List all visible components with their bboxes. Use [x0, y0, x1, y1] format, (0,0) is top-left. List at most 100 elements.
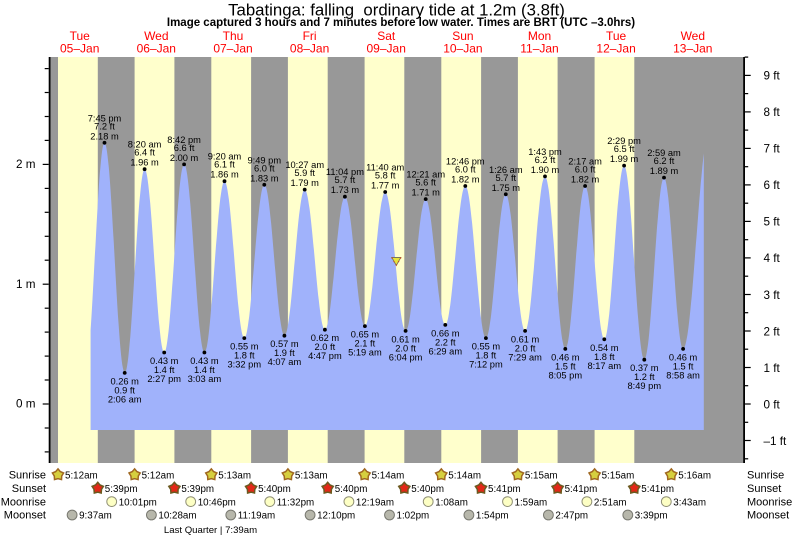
svg-text:5:41pm: 5:41pm: [565, 484, 598, 495]
svg-text:2.0 ft: 2.0 ft: [315, 342, 336, 352]
svg-text:2.0 ft: 2.0 ft: [515, 343, 536, 353]
svg-text:1.79 m: 1.79 m: [290, 178, 319, 188]
svg-text:0 m: 0 m: [16, 398, 35, 411]
svg-text:2:06 am: 2:06 am: [108, 394, 142, 404]
svg-text:5.7 ft: 5.7 ft: [495, 173, 516, 183]
svg-text:12:19am: 12:19am: [356, 497, 394, 508]
svg-text:0.55 m: 0.55 m: [230, 342, 259, 352]
svg-text:1.8 ft: 1.8 ft: [476, 351, 497, 361]
svg-text:5:39pm: 5:39pm: [105, 484, 138, 495]
svg-text:3:03 am: 3:03 am: [188, 374, 222, 384]
svg-text:Sun: Sun: [452, 29, 473, 43]
svg-text:12–Jan: 12–Jan: [596, 41, 635, 55]
svg-text:8:42 pm: 8:42 pm: [167, 135, 201, 145]
svg-text:5:41pm: 5:41pm: [488, 484, 521, 495]
svg-text:Mon: Mon: [528, 29, 551, 43]
svg-text:5:40pm: 5:40pm: [411, 484, 444, 495]
svg-text:1.2 ft: 1.2 ft: [634, 372, 655, 382]
svg-text:Tue: Tue: [70, 29, 91, 43]
svg-text:5:14am: 5:14am: [372, 471, 405, 482]
svg-text:5:12am: 5:12am: [65, 471, 98, 482]
svg-text:2:29 pm: 2:29 pm: [607, 136, 641, 146]
svg-text:1.5 ft: 1.5 ft: [673, 361, 694, 371]
svg-text:1.8 ft: 1.8 ft: [234, 351, 255, 361]
svg-text:–1 ft: –1 ft: [764, 435, 787, 448]
svg-text:6.4 ft: 6.4 ft: [134, 148, 155, 158]
svg-text:4:07 am: 4:07 am: [268, 357, 302, 367]
svg-text:0.26 m: 0.26 m: [110, 376, 139, 386]
svg-text:4 ft: 4 ft: [764, 252, 781, 265]
svg-text:0.37 m: 0.37 m: [630, 363, 659, 373]
svg-text:Wed: Wed: [144, 29, 168, 43]
svg-text:2:59 am: 2:59 am: [647, 148, 681, 158]
svg-text:1.89 m: 1.89 m: [650, 166, 679, 176]
svg-text:06–Jan: 06–Jan: [137, 41, 176, 55]
svg-text:2.00 m: 2.00 m: [170, 153, 199, 163]
svg-text:9:37am: 9:37am: [79, 511, 112, 522]
svg-text:0.57 m: 0.57 m: [270, 339, 299, 349]
svg-text:Thu: Thu: [223, 29, 244, 43]
svg-text:5:40pm: 5:40pm: [258, 484, 291, 495]
svg-text:1.82 m: 1.82 m: [571, 175, 600, 185]
svg-text:0.66 m: 0.66 m: [431, 328, 460, 338]
svg-text:Tue: Tue: [606, 29, 627, 43]
svg-text:7:12 pm: 7:12 pm: [469, 360, 503, 370]
svg-text:1.96 m: 1.96 m: [130, 158, 159, 168]
svg-text:1.4 ft: 1.4 ft: [194, 365, 215, 375]
svg-text:07–Jan: 07–Jan: [213, 41, 252, 55]
svg-text:0.43 m: 0.43 m: [190, 356, 219, 366]
svg-text:2 m: 2 m: [16, 158, 35, 171]
svg-text:1.73 m: 1.73 m: [331, 185, 360, 195]
svg-text:1.9 ft: 1.9 ft: [274, 348, 295, 358]
svg-text:8:49 pm: 8:49 pm: [628, 381, 662, 391]
svg-text:10–Jan: 10–Jan: [443, 41, 482, 55]
svg-text:Moonset: Moonset: [4, 510, 46, 522]
svg-text:2 ft: 2 ft: [764, 325, 781, 338]
svg-text:1:02pm: 1:02pm: [397, 511, 430, 522]
svg-text:Sat: Sat: [377, 29, 396, 43]
svg-text:9 ft: 9 ft: [764, 70, 781, 83]
svg-text:6 ft: 6 ft: [764, 179, 781, 192]
svg-text:3:43am: 3:43am: [673, 497, 706, 508]
svg-text:1 ft: 1 ft: [764, 362, 781, 375]
svg-text:1.77 m: 1.77 m: [371, 181, 400, 191]
svg-text:7:45 pm: 7:45 pm: [88, 113, 122, 123]
svg-text:3:39pm: 3:39pm: [635, 511, 668, 522]
svg-text:Fri: Fri: [303, 29, 317, 43]
svg-text:5:13am: 5:13am: [295, 471, 328, 482]
svg-text:10:27 am: 10:27 am: [285, 160, 324, 170]
svg-text:2.0 ft: 2.0 ft: [395, 343, 416, 353]
svg-text:5:14am: 5:14am: [448, 471, 481, 482]
svg-text:1.5 ft: 1.5 ft: [555, 361, 576, 371]
svg-text:6.0 ft: 6.0 ft: [575, 165, 596, 175]
svg-text:0.46 m: 0.46 m: [669, 352, 698, 362]
svg-text:0.61 m: 0.61 m: [511, 334, 540, 344]
svg-text:2.18 m: 2.18 m: [90, 131, 119, 141]
svg-text:0.62 m: 0.62 m: [311, 333, 340, 343]
svg-text:1 m: 1 m: [16, 278, 35, 291]
svg-text:05–Jan: 05–Jan: [60, 41, 99, 55]
svg-text:5 ft: 5 ft: [764, 216, 781, 229]
svg-text:1:43 pm: 1:43 pm: [528, 147, 562, 157]
svg-text:1.86 m: 1.86 m: [210, 170, 239, 180]
svg-text:5:12am: 5:12am: [142, 471, 175, 482]
svg-text:Sunset: Sunset: [12, 483, 46, 495]
svg-text:6.5 ft: 6.5 ft: [614, 144, 635, 154]
svg-text:5:40pm: 5:40pm: [335, 484, 368, 495]
svg-text:13–Jan: 13–Jan: [673, 41, 712, 55]
svg-text:6.0 ft: 6.0 ft: [455, 165, 476, 175]
svg-text:5.9 ft: 5.9 ft: [294, 168, 315, 178]
svg-text:1:08am: 1:08am: [435, 497, 468, 508]
svg-text:Wed: Wed: [681, 29, 705, 43]
svg-text:6.2 ft: 6.2 ft: [654, 156, 675, 166]
svg-text:2:27 pm: 2:27 pm: [147, 374, 181, 384]
svg-text:8 ft: 8 ft: [764, 106, 781, 119]
svg-text:5:15am: 5:15am: [525, 471, 558, 482]
svg-text:0.46 m: 0.46 m: [551, 352, 580, 362]
svg-text:8:17 am: 8:17 am: [588, 361, 622, 371]
svg-text:5:13am: 5:13am: [218, 471, 251, 482]
svg-text:0.61 m: 0.61 m: [391, 334, 420, 344]
svg-text:12:10pm: 12:10pm: [317, 511, 355, 522]
svg-text:5:19 am: 5:19 am: [348, 348, 382, 358]
svg-text:2:47pm: 2:47pm: [555, 511, 588, 522]
